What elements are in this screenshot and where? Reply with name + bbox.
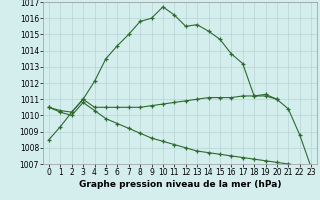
X-axis label: Graphe pression niveau de la mer (hPa): Graphe pression niveau de la mer (hPa) xyxy=(79,180,281,189)
